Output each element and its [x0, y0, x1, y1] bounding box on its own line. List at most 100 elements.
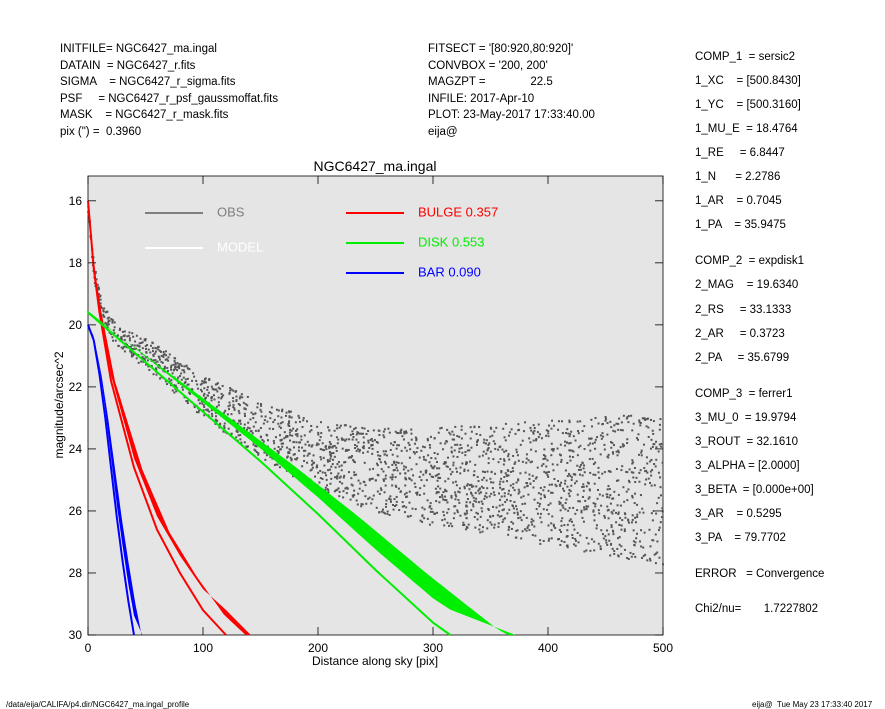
obs-point — [155, 347, 158, 350]
obs-point — [329, 468, 332, 471]
obs-point — [465, 501, 468, 504]
obs-point — [152, 359, 155, 362]
obs-point — [517, 492, 520, 495]
obs-point — [489, 521, 492, 524]
obs-point — [147, 365, 150, 368]
obs-point — [651, 469, 654, 472]
obs-point — [338, 490, 341, 493]
obs-point — [206, 388, 209, 391]
obs-point — [661, 563, 664, 566]
obs-point — [568, 495, 571, 498]
obs-point — [281, 408, 284, 411]
obs-point — [405, 506, 408, 509]
obs-point — [491, 487, 494, 490]
obs-point — [183, 371, 186, 374]
obs-point — [482, 450, 485, 453]
obs-point — [188, 368, 191, 371]
obs-point — [428, 473, 431, 476]
obs-point — [173, 391, 176, 394]
obs-point — [275, 463, 278, 466]
obs-point — [307, 452, 310, 455]
obs-point — [515, 508, 518, 511]
obs-point — [293, 453, 296, 456]
obs-point — [588, 437, 591, 440]
obs-point — [200, 390, 203, 393]
obs-point — [391, 478, 394, 481]
obs-point — [349, 433, 352, 436]
obs-point — [482, 487, 485, 490]
obs-point — [523, 528, 526, 531]
obs-point — [610, 426, 613, 429]
obs-point — [435, 492, 438, 495]
obs-point — [439, 427, 442, 430]
obs-point — [280, 416, 283, 419]
obs-point — [660, 442, 663, 445]
obs-point — [387, 466, 390, 469]
obs-point — [464, 454, 467, 457]
obs-point — [113, 321, 116, 324]
obs-point — [623, 500, 626, 503]
obs-point — [647, 477, 650, 480]
obs-point — [186, 367, 189, 370]
obs-point — [507, 474, 510, 477]
obs-point — [443, 518, 446, 521]
obs-point — [443, 462, 446, 465]
obs-point — [592, 509, 595, 512]
obs-point — [637, 433, 640, 436]
obs-point — [393, 469, 396, 472]
obs-point — [630, 521, 633, 524]
obs-point — [335, 489, 338, 492]
obs-point — [439, 442, 442, 445]
obs-point — [142, 357, 145, 360]
obs-point — [331, 446, 334, 449]
obs-point — [448, 431, 451, 434]
obs-point — [292, 453, 295, 456]
obs-point — [413, 452, 416, 455]
obs-point — [542, 508, 545, 511]
obs-point — [592, 510, 595, 513]
obs-point — [492, 505, 495, 508]
obs-point — [466, 484, 469, 487]
obs-point — [297, 446, 300, 449]
obs-point — [215, 388, 218, 391]
obs-point — [202, 394, 205, 397]
obs-point — [166, 366, 169, 369]
obs-point — [140, 360, 143, 363]
obs-point — [277, 415, 280, 418]
obs-point — [470, 491, 473, 494]
obs-point — [466, 444, 469, 447]
obs-point — [601, 472, 604, 475]
obs-point — [519, 472, 522, 475]
obs-point — [518, 490, 521, 493]
obs-point — [189, 392, 192, 395]
obs-point — [404, 476, 407, 479]
param-line: 3_MU_0 = 19.9794 — [695, 412, 797, 424]
legend-item-model: MODEL — [145, 239, 263, 254]
obs-point — [437, 431, 440, 434]
obs-point — [588, 496, 591, 499]
obs-point — [130, 355, 133, 358]
obs-point — [615, 479, 618, 482]
obs-point — [232, 419, 235, 422]
obs-point — [517, 479, 520, 482]
obs-point — [336, 488, 339, 491]
obs-point — [476, 475, 479, 478]
obs-point — [528, 437, 531, 440]
obs-point — [476, 512, 479, 515]
obs-point — [308, 430, 311, 433]
obs-point — [655, 512, 658, 515]
obs-point — [650, 438, 653, 441]
obs-point — [211, 387, 214, 390]
obs-point — [277, 446, 280, 449]
obs-point — [636, 532, 639, 535]
obs-point — [408, 490, 411, 493]
obs-point — [600, 437, 603, 440]
obs-point — [288, 421, 291, 424]
obs-point — [487, 457, 490, 460]
obs-point — [160, 354, 163, 357]
obs-point — [206, 386, 209, 389]
obs-point — [539, 542, 542, 545]
obs-point — [331, 463, 334, 466]
obs-point — [321, 471, 324, 474]
obs-point — [329, 453, 332, 456]
